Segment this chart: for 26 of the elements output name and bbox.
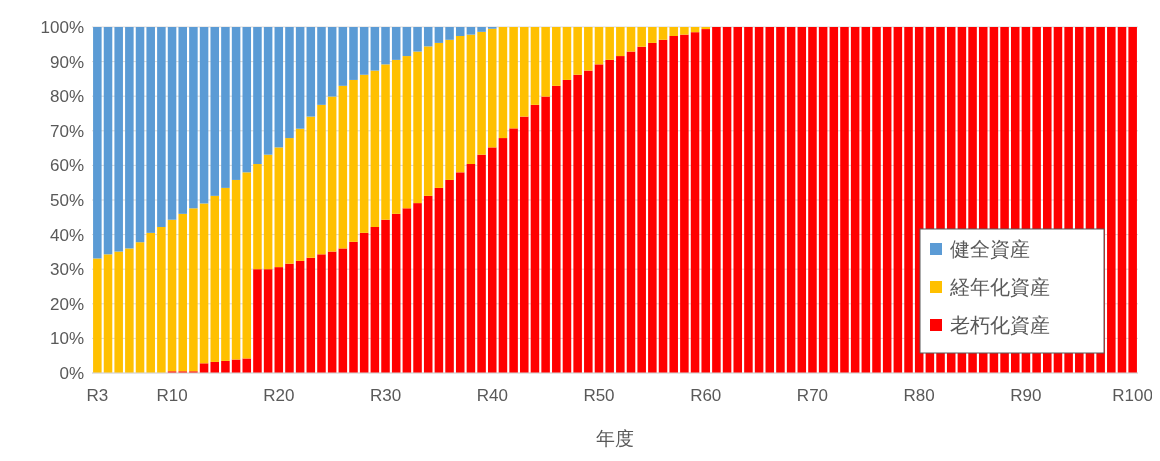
y-tick-label: 100% <box>40 17 84 37</box>
y-tick-label: 70% <box>49 121 84 141</box>
y-tick-label: 40% <box>49 225 84 245</box>
x-tick-label: R50 <box>583 386 615 405</box>
y-tick-label: 50% <box>49 190 84 210</box>
y-tick-label: 20% <box>49 294 84 314</box>
x-tick-label: R90 <box>1010 386 1042 405</box>
x-tick-label: R60 <box>690 386 722 405</box>
legend-label: 老朽化資産 <box>950 314 1050 336</box>
y-tick-label: 30% <box>49 260 84 280</box>
x-tick-label: R40 <box>476 386 508 405</box>
y-tick-label: 60% <box>49 156 84 176</box>
x-tick-label: R70 <box>796 386 829 405</box>
y-tick-label: 0% <box>59 363 84 383</box>
x-axis-title: 年度 <box>596 428 634 449</box>
x-tick-label: R80 <box>903 386 935 405</box>
y-tick-label: 80% <box>49 87 84 107</box>
x-tick-label: R20 <box>263 386 295 405</box>
x-tick-label: R100 <box>1112 386 1153 405</box>
legend-label: 経年化資産 <box>949 276 1050 298</box>
x-tick-label: R10 <box>156 386 188 405</box>
y-tick-label: 90% <box>49 52 84 72</box>
x-tick-label: R30 <box>369 386 402 405</box>
y-tick-label: 10% <box>49 329 84 349</box>
x-tick-label: R3 <box>86 386 109 405</box>
legend-label: 健全資産 <box>950 238 1030 260</box>
